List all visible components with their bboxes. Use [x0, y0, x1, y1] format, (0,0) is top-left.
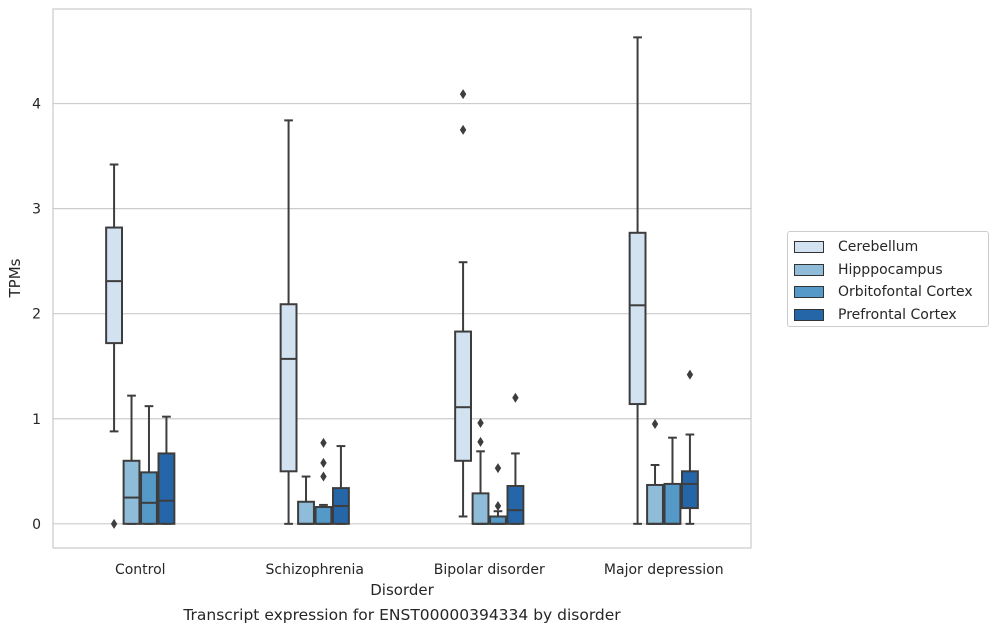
legend-label: Cerebellum [838, 239, 919, 256]
box-iqr [157, 452, 176, 525]
legend-swatch [794, 241, 824, 254]
y-tick-label: 2 [32, 307, 41, 323]
box-hipppocampus-schizophrenia [297, 475, 315, 525]
box-prefrontal-cortex-bipolar-disorder [506, 392, 525, 525]
x-tick-label: Schizophrenia [266, 562, 364, 578]
legend: Cerebellum Hipppocampus Orbitofontal Corte… [787, 231, 989, 327]
box-cerebellum-major-depression [628, 36, 647, 525]
box-orbitofontal-cortex-schizophrenia [314, 437, 333, 525]
legend-swatch [794, 263, 824, 276]
box-hipppocampus-major-depression [646, 419, 664, 525]
outlier-point [512, 392, 519, 403]
box-cerebellum-control [105, 163, 124, 529]
box-iqr [646, 483, 664, 525]
y-tick-label: 0 [32, 517, 41, 533]
box-cerebellum-bipolar-disorder [454, 89, 472, 518]
box-iqr [297, 500, 315, 525]
box-iqr [628, 231, 647, 406]
box-iqr [314, 506, 333, 525]
x-axis-label: Disorder [370, 581, 434, 599]
box-iqr [663, 482, 682, 525]
box-iqr [140, 471, 158, 525]
outlier-point [110, 518, 118, 529]
legend-item: Hipppocampus [794, 259, 982, 282]
outlier-point [477, 417, 484, 428]
box-iqr [122, 459, 141, 525]
y-tick-label: 4 [32, 97, 41, 113]
outlier-point [494, 500, 502, 511]
box-orbitofontal-cortex-bipolar-disorder [489, 463, 507, 525]
outlier-point [459, 89, 467, 100]
box-hipppocampus-bipolar-disorder [471, 417, 490, 525]
outlier-point [477, 436, 484, 447]
y-tick-labels: 0 1 2 3 4 [32, 97, 41, 533]
box-iqr [454, 330, 472, 462]
box-prefrontal-cortex-major-depression [681, 369, 699, 525]
outlier-point [320, 471, 327, 482]
y-tick-label: 3 [32, 202, 41, 218]
box-iqr [105, 226, 124, 345]
box-iqr [489, 515, 507, 525]
box-iqr [681, 470, 699, 510]
box-orbitofontal-cortex-control [140, 405, 158, 525]
boxes [105, 36, 699, 529]
x-tick-label: Major depression [604, 562, 724, 578]
box-iqr [506, 485, 525, 525]
x-tick-label: Bipolar disorder [434, 562, 545, 578]
outlier-point [651, 419, 659, 430]
legend-swatch [794, 286, 824, 299]
box-orbitofontal-cortex-major-depression [663, 436, 682, 525]
legend-item: Cerebellum [794, 236, 982, 259]
legend-swatch [794, 308, 824, 321]
box-cerebellum-schizophrenia [279, 119, 298, 525]
legend-label: Orbitofontal Cortex [838, 284, 973, 301]
box-prefrontal-cortex-control [157, 415, 176, 525]
outlier-point [320, 437, 327, 448]
outlier-point [686, 369, 694, 380]
x-tick-labels: Control Schizophrenia Bipolar disorder Majo… [115, 562, 724, 578]
legend-item: Prefrontal Cortex [794, 304, 982, 327]
chart-caption: Transcript expression for ENST0000039433… [183, 606, 621, 624]
outlier-point [320, 457, 327, 468]
outlier-point [494, 463, 502, 474]
box-prefrontal-cortex-schizophrenia [332, 445, 350, 525]
y-tick-label: 1 [32, 412, 41, 428]
box-hipppocampus-control [122, 394, 141, 525]
plot-frame [52, 8, 752, 549]
legend-label: Hipppocampus [838, 261, 943, 278]
y-axis-label: TPMs [6, 258, 24, 298]
box-iqr [279, 303, 298, 473]
x-tick-label: Control [115, 562, 166, 578]
legend-label: Prefrontal Cortex [838, 306, 957, 323]
legend-item: Orbitofontal Cortex [794, 281, 982, 304]
box-iqr [471, 492, 490, 525]
outlier-point [459, 124, 467, 135]
